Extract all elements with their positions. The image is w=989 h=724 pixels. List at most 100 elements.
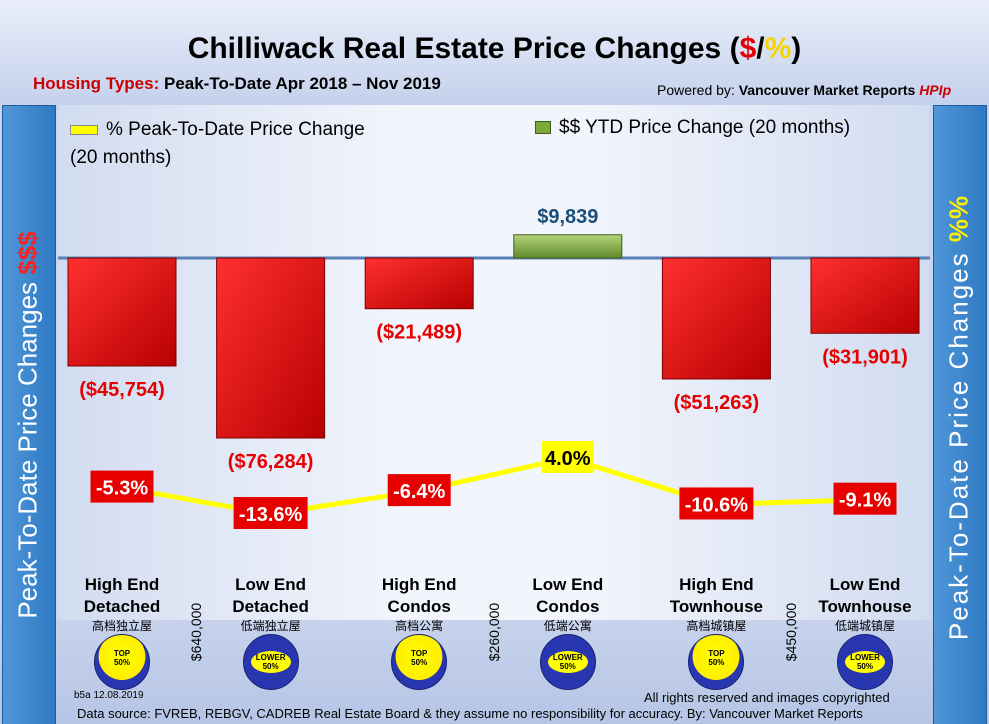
header-background: [0, 0, 989, 110]
bar-4: [661, 257, 771, 380]
category-line1: Low End: [532, 575, 604, 594]
badge-text: TOP 50%: [398, 646, 440, 670]
bar-2: [364, 257, 474, 310]
point-box-5: [833, 482, 897, 515]
chart-title: Chilliwack Real Estate Price Changes ($/…: [0, 32, 989, 66]
category-chinese: 低端独立屋: [240, 619, 301, 633]
category-chinese: 低端城镇屋: [834, 619, 895, 633]
category-line2: Condos: [536, 597, 600, 616]
bar-label-5: ($31,901): [822, 346, 908, 368]
lower-50-badge-icon: LOWER 50%: [242, 634, 299, 690]
point-label-2: -6.4%: [393, 481, 445, 503]
category-label: Low End Condos 低端公寓: [488, 574, 648, 634]
footer-background: [0, 620, 989, 724]
bar-label-3: $9,839: [537, 206, 598, 228]
powered-prefix: Powered by:: [657, 82, 739, 98]
category-label: Low End Detached 低端独立屋: [191, 574, 351, 634]
legend-bar-swatch: [535, 121, 551, 135]
badge-text: TOP 50%: [695, 646, 737, 670]
badge-line2: 50%: [113, 657, 130, 667]
bar-0: [67, 257, 177, 367]
category-label: Low End Townhouse 低端城镇屋: [785, 574, 945, 634]
badge-line2: 50%: [856, 662, 873, 671]
title-dollar: $: [739, 32, 757, 65]
bar-1: [216, 257, 326, 439]
category-line2: Townhouse: [669, 597, 763, 616]
badge-text: TOP 50%: [101, 646, 143, 670]
category-line1: Low End: [829, 575, 901, 594]
badge-line2: 50%: [262, 662, 279, 671]
price-threshold: $640,000: [188, 602, 205, 662]
point-label-3: 4.0%: [545, 448, 591, 470]
chart-background: [58, 105, 930, 620]
badge-text: LOWER 50%: [547, 651, 588, 673]
bar-3: [513, 234, 623, 259]
subtitle-range: Peak-To-Date Apr 2018 – Nov 2019: [163, 74, 441, 93]
category-line1: Low End: [235, 575, 306, 594]
top-50-badge-icon: TOP 50%: [688, 634, 745, 690]
subtitle: Housing Types: Peak-To-Date Apr 2018 – N…: [33, 74, 441, 94]
right-side-panel: [933, 105, 987, 724]
point-box-0: [90, 470, 154, 503]
price-threshold: $450,000: [782, 602, 799, 662]
badge-line2: 50%: [708, 657, 725, 667]
point-label-0: -5.3%: [96, 478, 148, 500]
badge-line2: 50%: [411, 657, 428, 667]
badge-line1: TOP: [708, 648, 725, 658]
category-label: High End Townhouse 高档城镇屋: [636, 574, 796, 634]
badge-text: LOWER 50%: [250, 651, 291, 673]
title-slash: /: [756, 32, 765, 65]
footer-source: Data source: FVREB, REBGV, CADREB Real E…: [77, 706, 863, 721]
badge-line1: TOP: [113, 648, 131, 658]
bar-label-2: ($21,489): [376, 322, 462, 344]
category-label: High End Condos 高档公寓: [339, 574, 499, 634]
bar-5: [810, 257, 920, 334]
bar-label-0: ($45,754): [79, 379, 165, 401]
category-line2: Detached: [232, 597, 309, 616]
point-box-1: [233, 497, 308, 529]
category-chinese: 高档城镇屋: [686, 619, 747, 633]
category-line2: Townhouse: [818, 597, 912, 616]
point-label-4: -10.6%: [685, 494, 749, 516]
lower-50-badge-icon: LOWER 50%: [539, 634, 596, 690]
legend-bar-series: $$ YTD Price Change (20 months): [535, 114, 850, 142]
point-box-2: [387, 474, 451, 507]
bar-label-1: ($76,284): [228, 451, 314, 473]
subtitle-label: Housing Types:: [33, 74, 160, 93]
title-suffix: ): [791, 32, 802, 65]
left-side-panel: [2, 105, 56, 724]
category-label: High End Detached 高档独立屋: [42, 574, 202, 634]
point-label-5: -9.1%: [839, 490, 891, 512]
footer-code: b5a 12.08.2019: [74, 690, 144, 701]
footer-rights: All rights reserved and images copyright…: [644, 690, 890, 705]
price-threshold: $260,000: [485, 602, 502, 662]
category-line1: High End: [84, 575, 160, 594]
top-50-badge-icon: TOP 50%: [94, 634, 150, 690]
legend-line-swatch: [70, 124, 98, 135]
title-percent: %: [764, 32, 792, 65]
category-line2: Condos: [387, 597, 451, 616]
category-line1: High End: [679, 575, 754, 594]
legend-line-series: % Peak-To-Date Price Change (20 months): [70, 116, 370, 172]
badge-text: LOWER 50%: [845, 651, 885, 673]
point-label-1: -13.6%: [239, 504, 303, 526]
powered-brand: Vancouver Market Reports: [738, 82, 920, 98]
powered-by: Powered by: Vancouver Market Reports HPI…: [657, 82, 951, 98]
bar-label-4: ($51,263): [674, 392, 760, 414]
lower-50-badge-icon: LOWER 50%: [837, 634, 893, 690]
point-box-3: [541, 441, 594, 473]
category-line1: High End: [381, 575, 457, 594]
top-50-badge-icon: TOP 50%: [391, 634, 448, 690]
badge-line1: LOWER: [850, 653, 880, 662]
category-line2: Detached: [83, 597, 161, 616]
badge-line1: LOWER: [552, 653, 583, 662]
badge-line1: LOWER: [255, 653, 286, 662]
badge-line2: 50%: [559, 662, 576, 671]
legend-bar-label: $$ YTD Price Change (20 months): [559, 117, 851, 138]
badge-line1: TOP: [411, 648, 428, 658]
powered-hpi: HPIp: [919, 82, 952, 98]
title-prefix: Chilliwack Real Estate Price Changes (: [187, 32, 740, 65]
category-chinese: 高档独立屋: [91, 619, 152, 633]
